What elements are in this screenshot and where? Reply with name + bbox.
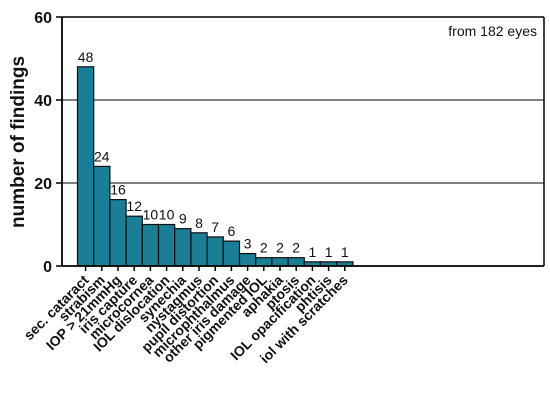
value-label: 3 bbox=[244, 236, 252, 252]
value-label: 9 bbox=[179, 211, 187, 227]
value-label: 1 bbox=[341, 244, 349, 260]
y-tick-label: 40 bbox=[34, 93, 52, 110]
bar bbox=[157, 223, 176, 267]
bar bbox=[255, 257, 273, 267]
value-label: 6 bbox=[228, 223, 236, 239]
value-label: 2 bbox=[276, 240, 284, 256]
value-label: 1 bbox=[309, 244, 317, 260]
value-label: 2 bbox=[292, 240, 300, 256]
axes bbox=[56, 16, 545, 271]
bar bbox=[125, 215, 143, 267]
bar bbox=[271, 257, 289, 267]
value-label: 24 bbox=[94, 148, 110, 164]
value-label: 48 bbox=[78, 49, 94, 65]
y-tick-label: 20 bbox=[34, 176, 52, 193]
bar bbox=[93, 165, 111, 267]
value-label: 16 bbox=[110, 182, 126, 198]
grid-lines bbox=[62, 16, 544, 184]
value-label: 7 bbox=[211, 219, 219, 235]
y-tick-label: 0 bbox=[43, 259, 52, 276]
bar bbox=[174, 228, 192, 267]
value-label: 2 bbox=[260, 240, 268, 256]
bar bbox=[109, 199, 127, 267]
annotation-text: from 182 eyes bbox=[448, 23, 537, 39]
y-tick-label: 60 bbox=[34, 10, 52, 27]
y-tick-labels: 0 20 40 60 bbox=[34, 10, 52, 276]
bar bbox=[287, 257, 305, 267]
value-label: 10 bbox=[159, 207, 175, 223]
value-label: 10 bbox=[143, 207, 159, 223]
y-axis-title: number of findings bbox=[8, 56, 29, 228]
bar bbox=[238, 252, 257, 267]
bars bbox=[76, 66, 354, 267]
bar bbox=[222, 240, 241, 267]
value-label: 12 bbox=[126, 198, 142, 214]
bar bbox=[76, 66, 95, 267]
value-label: 1 bbox=[325, 244, 333, 260]
bar bbox=[141, 223, 160, 267]
value-label: 8 bbox=[195, 215, 203, 231]
bar bbox=[206, 236, 224, 267]
bar bbox=[190, 232, 208, 267]
